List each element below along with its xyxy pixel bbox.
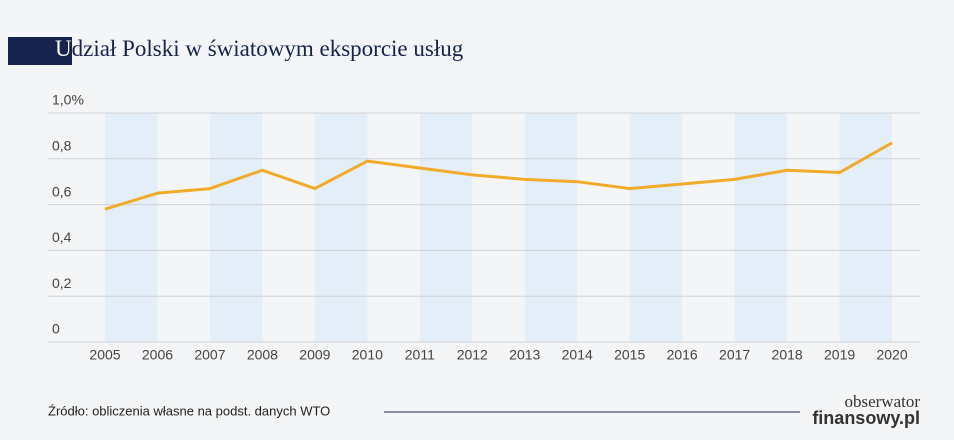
y-tick-label: 0,4 bbox=[52, 229, 72, 245]
band bbox=[734, 113, 788, 342]
band bbox=[105, 113, 158, 342]
x-tick-label: 2009 bbox=[299, 347, 330, 363]
x-tick-label: 2015 bbox=[614, 347, 645, 363]
band bbox=[419, 113, 473, 342]
band bbox=[314, 113, 368, 342]
band bbox=[839, 113, 893, 342]
x-tick-label: 2018 bbox=[772, 347, 803, 363]
logo-top: obserwator bbox=[844, 392, 920, 411]
x-tick-label: 2017 bbox=[719, 347, 750, 363]
x-tick-label: 2016 bbox=[667, 347, 698, 363]
line bbox=[104, 141, 893, 211]
x-tick-label: 2014 bbox=[562, 347, 593, 363]
y-tick-label: 0,2 bbox=[52, 275, 72, 291]
band bbox=[524, 113, 578, 342]
x-tick-label: 2012 bbox=[457, 347, 488, 363]
x-tick-label: 2020 bbox=[876, 347, 907, 363]
x-tick-label: 2011 bbox=[405, 347, 435, 363]
title-rest: dział Polski w światowym eksporcie usług bbox=[72, 36, 464, 61]
x-tick-label: 2006 bbox=[142, 347, 173, 363]
x-tick-label: 2013 bbox=[509, 347, 540, 363]
x-tick-label: 2005 bbox=[89, 347, 120, 363]
source: Źródło: obliczenia własne na podst. dany… bbox=[48, 403, 330, 418]
y-tick-label: 1,0% bbox=[52, 92, 84, 108]
title-initial: U bbox=[55, 36, 72, 61]
logo-bottom: finansowy.pl bbox=[812, 408, 920, 428]
y-tick-label: 0 bbox=[52, 321, 60, 337]
title-accent bbox=[8, 37, 72, 65]
x-tick-label: 2019 bbox=[824, 347, 855, 363]
x-tick-label: 2010 bbox=[352, 347, 383, 363]
y-tick-label: 0,8 bbox=[52, 138, 72, 154]
band bbox=[209, 113, 263, 342]
x-tick-label: 2007 bbox=[194, 347, 225, 363]
x-tick-label: 2008 bbox=[247, 347, 278, 363]
band bbox=[629, 113, 683, 342]
y-tick-label: 0,6 bbox=[52, 183, 72, 199]
chart-title: Udział Polski w światowym eksporcie usłu… bbox=[55, 36, 464, 61]
